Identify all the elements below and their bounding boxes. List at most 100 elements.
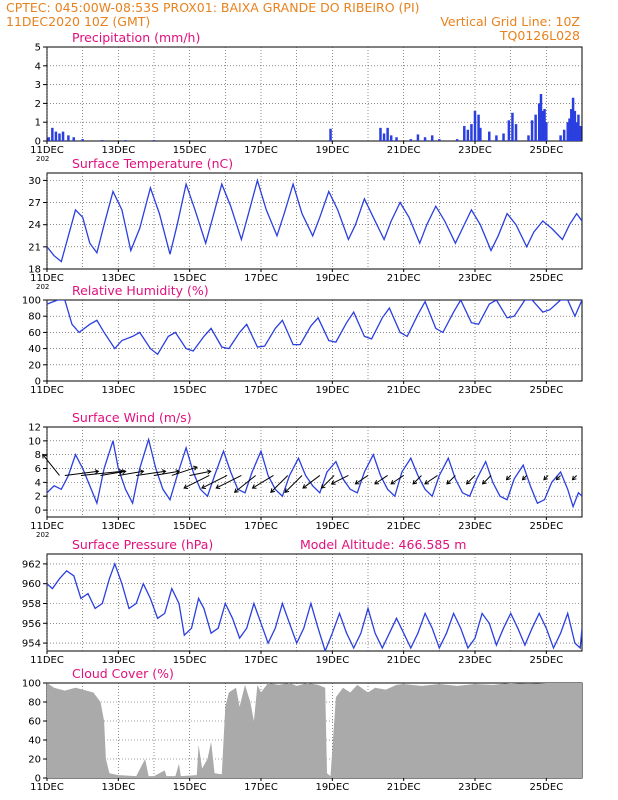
y-tick-label: 954 (22, 639, 41, 650)
x-tick-label: 23DEC (458, 655, 492, 666)
plot-frame (46, 172, 583, 270)
wind-vector (284, 475, 303, 493)
precip-bar (416, 134, 420, 141)
wind-vector (136, 469, 167, 476)
x-tick-label: 17DEC (244, 145, 278, 156)
wind-vector (465, 475, 476, 485)
precip-bar (152, 140, 156, 141)
x-tick-label: 19DEC (315, 273, 349, 284)
x-tick-label: 11DEC (30, 385, 64, 396)
panel-0: 0 1 2 3 4 5 11DEC 13DEC 15DEC 17DEC 19DEC 21DEC 23DE… (30, 30, 583, 163)
precip-bar (537, 103, 541, 141)
y-tick-label: 4 (35, 478, 41, 489)
precip-bar (58, 133, 61, 141)
x-tick-label: 13DEC (101, 145, 135, 156)
x-tick-label: 21DEC (387, 655, 421, 666)
y-tick-label: 0 (35, 137, 41, 148)
x-year-label: 202 (36, 283, 49, 291)
precip-bar (570, 109, 573, 141)
series-line (47, 178, 582, 263)
wind-vector (302, 475, 321, 489)
wind-vector (354, 475, 369, 485)
y-tick-label: 0 (35, 377, 41, 388)
panel-title: Relative Humidity (%) (72, 283, 209, 298)
precip-bar (527, 135, 530, 141)
x-tick-label: 21DEC (387, 273, 421, 284)
x-tick-label: 23DEC (458, 782, 492, 793)
x-tick-label: 23DEC (458, 521, 492, 532)
wind-vector (233, 475, 256, 493)
x-tick-label: 17DEC (244, 521, 278, 532)
wind-vector (446, 475, 456, 485)
panel-3: 0 2 4 6 8 10 12 11DEC 13DEC 15DEC 17DEC 19DEC 21DEC 2… (28, 410, 583, 539)
x-tick-label: 19DEC (315, 655, 349, 666)
panel-4: 954 956 958 960 962 11DEC 13DEC 15DEC 17DEC 19DEC… (22, 537, 583, 666)
wind-vector (270, 475, 289, 493)
wind-vector (481, 475, 492, 485)
precip-bar (571, 97, 575, 141)
wind-vector (543, 475, 549, 481)
panel-title: Cloud Cover (%) (72, 666, 174, 681)
x-tick-label: 21DEC (387, 521, 421, 532)
x-tick-label: 17DEC (244, 273, 278, 284)
precip-bar (470, 124, 473, 141)
y-tick-label: 40 (28, 736, 41, 747)
precip-bar (430, 135, 434, 141)
precip-bar (539, 94, 543, 141)
x-tick-label: 21DEC (387, 145, 421, 156)
series-group (47, 300, 582, 356)
wind-vector (555, 475, 561, 481)
y-tick-label: 3 (35, 80, 41, 91)
series-group (47, 561, 582, 651)
x-tick-label: 19DEC (315, 521, 349, 532)
y-tick-label: 100 (22, 296, 41, 307)
wind-vector (183, 475, 210, 489)
y-tick-label: 20 (28, 755, 41, 766)
wind-vector (330, 475, 349, 485)
series-group (47, 683, 582, 778)
precip-bar (568, 118, 571, 141)
plot-frame (46, 46, 583, 142)
series-group (47, 178, 582, 263)
x-tick-label: 23DEC (458, 273, 492, 284)
precip-bar (543, 109, 546, 141)
y-tick-label: 2 (35, 99, 41, 110)
x-year-label: 202 (36, 531, 49, 539)
x-tick-label: 23DEC (458, 145, 492, 156)
wind-vector (201, 475, 228, 489)
precip-bar (81, 139, 84, 141)
x-tick-label: 17DEC (244, 782, 278, 793)
wind-vector (390, 475, 404, 485)
wind-vector (100, 469, 127, 476)
precip-bar (438, 139, 441, 141)
precip-bar (61, 131, 65, 141)
precip-bar (559, 135, 562, 141)
x-tick-label: 11DEC (30, 521, 64, 532)
x-tick-label: 25DEC (529, 655, 563, 666)
y-tick-label: 958 (22, 599, 41, 610)
precip-bar (101, 140, 104, 141)
cloud-area (47, 683, 582, 778)
y-tick-label: 956 (22, 619, 41, 630)
precip-bar (562, 129, 566, 141)
panel-title: Surface Pressure (hPa) (72, 537, 213, 552)
precip-bar (386, 127, 389, 141)
precip-bar (488, 131, 491, 141)
y-tick-label: 40 (28, 344, 41, 355)
wind-vector (424, 475, 438, 485)
y-tick-label: 4 (35, 61, 41, 72)
y-tick-label: 0 (35, 774, 41, 785)
y-tick-label: 6 (35, 464, 41, 475)
plot-frame (46, 426, 583, 518)
x-tick-label: 21DEC (387, 782, 421, 793)
wind-vector (320, 475, 335, 489)
series-line (47, 561, 582, 651)
precip-bar (51, 127, 54, 141)
y-tick-label: 80 (28, 312, 41, 323)
precip-bar (477, 114, 480, 141)
precip-bar (389, 135, 393, 141)
wind-vector (189, 469, 212, 476)
plot-frame (46, 299, 583, 382)
precip-bar (67, 135, 70, 141)
